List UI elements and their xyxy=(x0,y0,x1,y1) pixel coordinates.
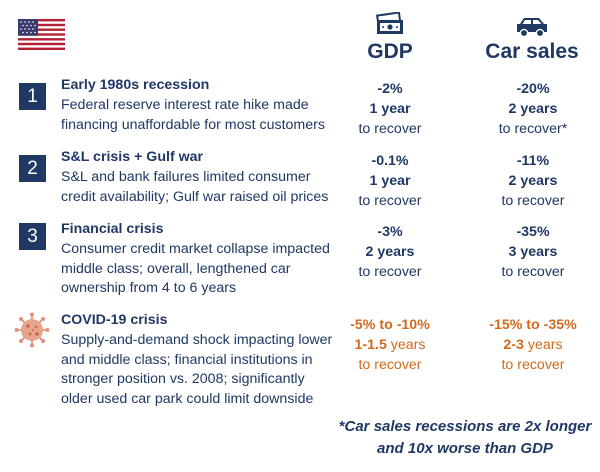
car-icon xyxy=(517,18,547,38)
row-2-badge: 2 xyxy=(19,155,46,182)
row-2-description: S&L and bank failures limited consumer c… xyxy=(61,169,329,205)
money-icon xyxy=(376,12,403,34)
row-3-description: Consumer credit market collapse impacted… xyxy=(61,241,330,296)
row-3-title: Financial crisis xyxy=(61,221,164,237)
row-3-badge: 3 xyxy=(19,223,46,250)
car-sales-change: -35% xyxy=(516,224,550,240)
gdp-note: to recover xyxy=(358,193,422,209)
car-sales-change: -20% xyxy=(516,81,550,97)
row-1-gdp-cell: -2% 1 year to recover xyxy=(340,79,440,139)
gdp-duration-unit: years xyxy=(386,337,426,353)
car-sales-note: to recover xyxy=(501,264,565,280)
gdp-change: -0.1% xyxy=(371,153,409,169)
row-4-title: COVID-19 crisis xyxy=(61,312,168,328)
car-sales-note: to recover* xyxy=(498,121,568,137)
car-sales-duration-unit: years xyxy=(523,337,563,353)
row-3-gdp-cell: -3% 2 years to recover xyxy=(340,222,440,282)
car-sales-duration: 2 years xyxy=(508,173,558,189)
row-4-gdp-cell: -5% to -10% 1-1.5 years to recover xyxy=(335,315,445,375)
row-2-title: S&L crisis + Gulf war xyxy=(61,149,204,165)
gdp-change: -3% xyxy=(377,224,403,240)
gdp-header: GDP xyxy=(367,40,413,63)
row-1-description: Federal reserve interest rate hike made … xyxy=(61,97,325,133)
car-sales-change: -15% to -35% xyxy=(489,317,577,333)
row-1-car-sales-cell: -20% 2 years to recover* xyxy=(478,79,588,139)
gdp-note: to recover xyxy=(358,357,422,373)
footnote: *Car sales recessions are 2x longer and … xyxy=(338,418,592,457)
car-sales-duration: 2-3 xyxy=(503,337,524,353)
row-1-badge: 1 xyxy=(19,83,46,110)
row-4-car-sales-cell: -15% to -35% 2-3 years to recover xyxy=(473,315,593,375)
gdp-change: -5% to -10% xyxy=(350,317,430,333)
row-3-car-sales-cell: -35% 3 years to recover xyxy=(478,222,588,282)
row-1-title: Early 1980s recession xyxy=(61,77,210,93)
gdp-change: -2% xyxy=(377,81,403,97)
gdp-duration: 1 year xyxy=(369,101,411,117)
gdp-duration: 2 years xyxy=(365,244,415,260)
car-sales-header: Car sales xyxy=(485,40,579,63)
car-sales-note: to recover xyxy=(501,193,565,209)
virus-icon xyxy=(14,312,50,348)
car-sales-change: -11% xyxy=(516,153,550,169)
us-flag-icon xyxy=(18,19,65,50)
gdp-note: to recover xyxy=(358,121,422,137)
gdp-duration: 1-1.5 xyxy=(354,337,387,353)
gdp-duration: 1 year xyxy=(369,173,411,189)
car-sales-duration: 2 years xyxy=(508,101,558,117)
car-sales-note: to recover xyxy=(501,357,565,373)
row-4-description: Supply-and-demand shock impacting lower … xyxy=(61,332,333,407)
row-2-car-sales-cell: -11% 2 years to recover xyxy=(478,151,588,211)
gdp-note: to recover xyxy=(358,264,422,280)
car-sales-duration: 3 years xyxy=(508,244,558,260)
row-2-gdp-cell: -0.1% 1 year to recover xyxy=(340,151,440,211)
